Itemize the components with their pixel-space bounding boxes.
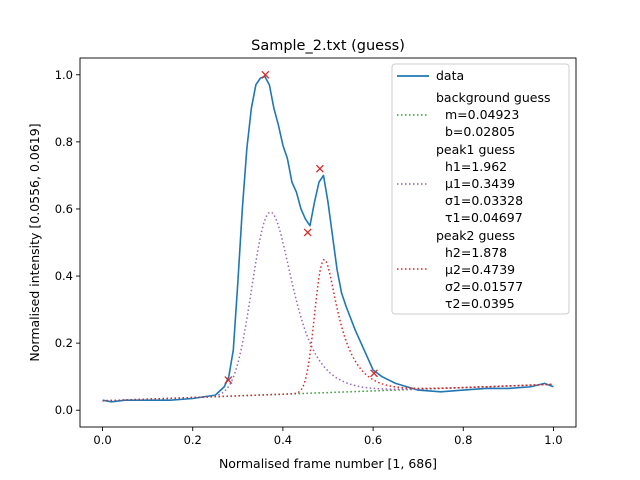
- legend-label-peak2: peak2 guess: [436, 228, 515, 243]
- x-tick-label: 0.4: [274, 433, 292, 447]
- x-marker: [224, 376, 233, 384]
- legend-param-peak2: μ2=0.4739: [445, 262, 515, 277]
- axis-ticks: 0.0 0.2 0.4 0.6 0.8 1.0 0.0 0.2 0.4 0.6 0.8 1.0: [55, 68, 563, 447]
- legend-param-peak1: τ1=0.04697: [445, 210, 523, 225]
- axes-frame: [79, 57, 577, 428]
- legend-param-background: m=0.04923: [445, 107, 519, 122]
- x-tick-label: 0.8: [454, 433, 472, 447]
- y-tick-label: 0.4: [55, 269, 73, 283]
- legend-param-peak1: h1=1.962: [445, 159, 507, 174]
- legend-label-background: background guess: [436, 90, 550, 105]
- x-tick-label: 1.0: [544, 433, 562, 447]
- y-axis-label: Normalised intensity [0.0556, 0.0619]: [27, 123, 42, 361]
- y-tick-label: 0.6: [55, 202, 73, 216]
- legend-param-peak2: τ2=0.0395: [445, 296, 515, 311]
- y-tick-label: 0.8: [55, 135, 73, 149]
- x-marker: [370, 369, 378, 378]
- series-peak2-guess: [102, 258, 554, 402]
- legend: data background guess m=0.04923 b=0.02805 pe…: [391, 63, 570, 315]
- x-marker: [315, 164, 324, 173]
- plot-area: [102, 70, 554, 403]
- legend-label-peak1: peak1 guess: [436, 142, 515, 157]
- series-data-line: [102, 75, 554, 403]
- legend-param-peak1: μ1=0.3439: [445, 176, 515, 191]
- legend-box: [391, 63, 570, 315]
- x-marker: [261, 70, 270, 79]
- legend-param-peak2: σ2=0.01577: [445, 279, 523, 294]
- legend-param-peak2: h2=1.878: [445, 245, 507, 260]
- legend-label-data: data: [436, 68, 464, 83]
- x-tick-label: 0.6: [364, 433, 382, 447]
- legend-param-peak1: σ1=0.03328: [445, 193, 523, 208]
- chart-title: Sample_2.txt (guess): [251, 38, 405, 54]
- legend-param-background: b=0.02805: [445, 124, 515, 139]
- x-tick-label: 0.0: [93, 433, 111, 447]
- y-tick-label: 0.2: [55, 336, 73, 350]
- y-tick-label: 0.0: [55, 403, 73, 417]
- y-tick-label: 1.0: [55, 68, 73, 82]
- series-layer: [102, 70, 554, 403]
- x-axis-label: Normalised frame number [1, 686]: [219, 456, 437, 471]
- x-tick-label: 0.2: [184, 433, 202, 447]
- x-marker: [303, 228, 312, 237]
